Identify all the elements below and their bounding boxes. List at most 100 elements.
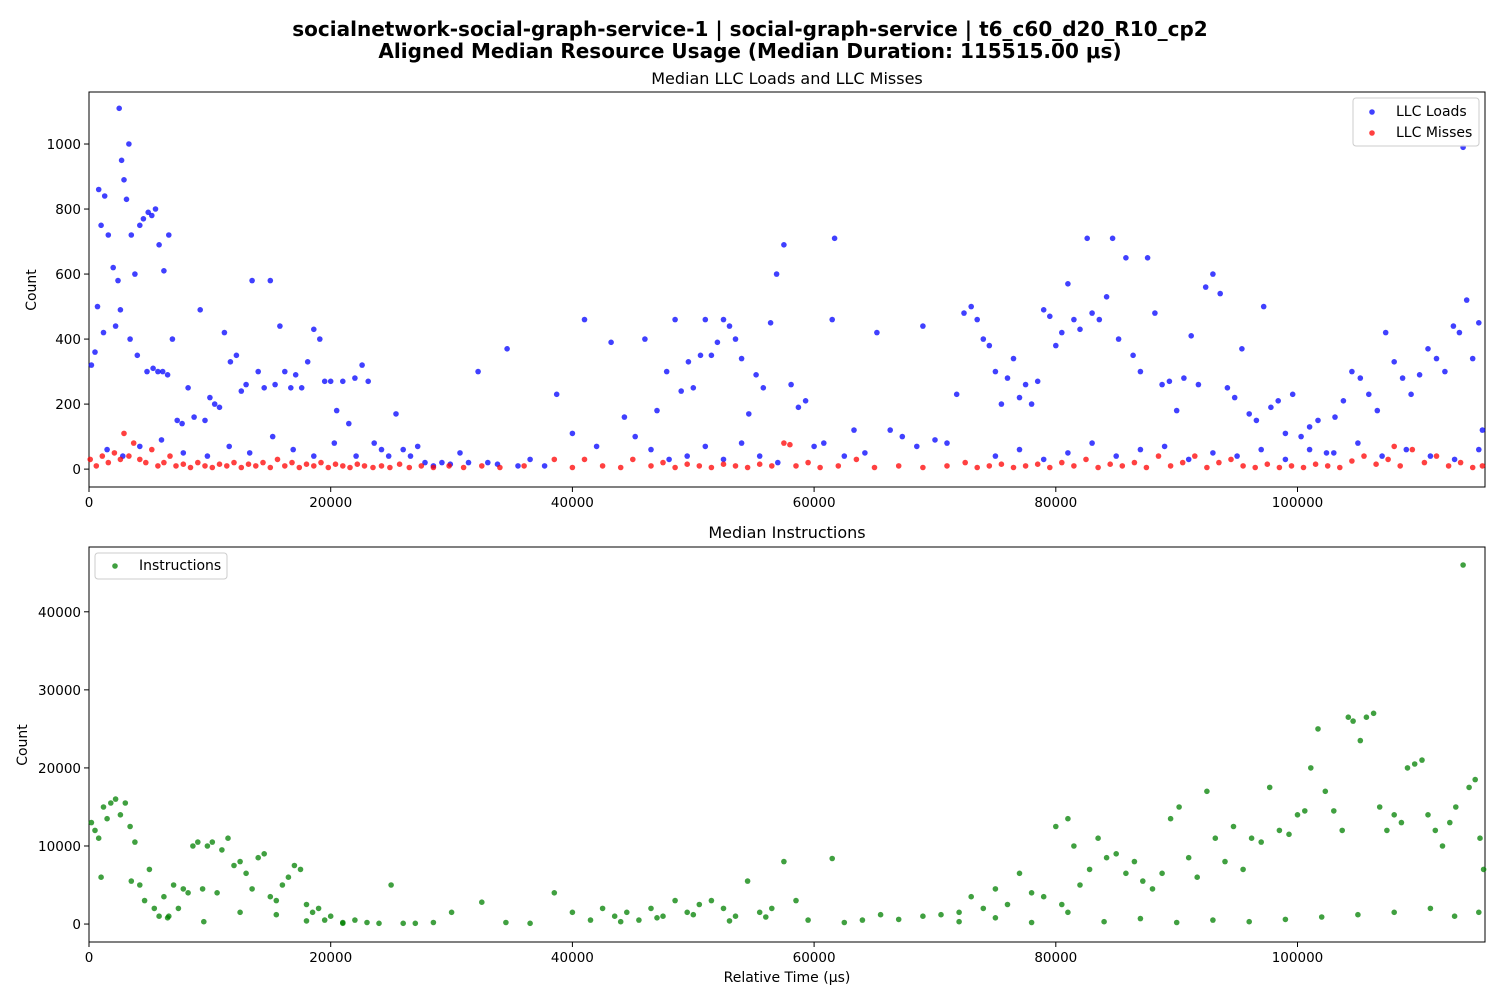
instructions-point	[1246, 918, 1252, 925]
llc-misses-point	[430, 464, 437, 471]
instructions-point	[291, 862, 298, 869]
instructions-point	[1391, 812, 1397, 818]
llc-misses-point	[121, 430, 127, 437]
llc-chart-legend: LLC Loads LLC Misses	[1352, 97, 1480, 147]
llc-misses-point	[155, 463, 161, 469]
instructions-point	[214, 890, 220, 896]
instructions-point	[479, 899, 485, 905]
llc-loads-point	[1144, 254, 1151, 261]
instructions-point	[732, 913, 739, 919]
llc-loads-point	[1323, 450, 1330, 456]
llc-loads-point	[953, 391, 960, 398]
instructions-chart: Median Instructions 0 20000 40000 60000 8000…	[15, 523, 1487, 986]
llc-loads-point	[311, 326, 317, 333]
llc-loads-point	[359, 362, 365, 368]
llc-loads-point	[179, 420, 185, 427]
llc-misses-point	[332, 461, 339, 468]
instructions-point	[859, 917, 866, 923]
llc-misses-point	[1216, 459, 1222, 466]
llc-loads-point	[92, 349, 98, 355]
llc-loads-point	[378, 446, 385, 453]
x-tick-label: 40000	[551, 495, 594, 511]
instructions-point	[1286, 831, 1292, 838]
instructions-point	[1318, 914, 1325, 920]
x-tick-label: 20000	[309, 495, 352, 511]
llc-loads-point	[1382, 329, 1389, 336]
llc-misses-point	[871, 464, 878, 471]
llc-misses-point	[1469, 464, 1476, 471]
llc-misses-point	[1083, 456, 1089, 463]
llc-misses-point	[267, 464, 274, 471]
llc-loads-point	[968, 303, 974, 310]
llc-misses-point	[370, 464, 376, 471]
llc-loads-point	[760, 385, 767, 391]
instructions-point	[376, 920, 382, 927]
llc-misses-point	[361, 463, 368, 469]
llc-misses-point	[105, 459, 112, 466]
llc-loads-point	[1188, 333, 1194, 339]
instructions-point	[1266, 784, 1273, 791]
llc-loads-point	[88, 362, 95, 368]
llc-loads-point	[385, 453, 392, 459]
instructions-point	[1398, 819, 1405, 826]
llc-loads-point	[352, 375, 358, 381]
llc-loads-point	[1202, 284, 1209, 290]
llc-loads-point	[1028, 401, 1035, 407]
llc-misses-point	[1131, 459, 1138, 466]
llc-loads-point	[1282, 456, 1289, 463]
instructions-point	[388, 882, 394, 888]
llc-loads-point	[255, 368, 261, 375]
instructions-point	[968, 893, 974, 900]
llc-loads-point	[685, 359, 692, 365]
llc-misses-point	[126, 453, 132, 459]
llc-loads-point	[986, 342, 993, 349]
llc-loads-point	[1399, 375, 1406, 381]
llc-loads-point	[1065, 450, 1071, 456]
llc-loads-point	[1456, 329, 1463, 336]
llc-misses-point	[853, 456, 860, 463]
llc-loads-point	[1084, 235, 1090, 242]
llc-loads-point	[608, 339, 614, 346]
instructions-point	[132, 839, 138, 845]
instructions-point	[551, 890, 558, 896]
llc-misses-point	[781, 440, 787, 446]
llc-loads-point	[961, 310, 967, 316]
instructions-point	[1040, 893, 1047, 900]
llc-loads-point	[137, 443, 143, 450]
llc-loads-point	[407, 453, 414, 459]
instructions-point	[117, 812, 124, 818]
instructions-point	[1282, 916, 1289, 923]
instructions-point	[503, 919, 509, 926]
llc-misses-point	[347, 464, 353, 471]
llc-loads-point	[1315, 417, 1321, 424]
llc-chart-ticks: 0 20000 40000 60000 80000 100000 0 200 400 600 800…	[47, 137, 1324, 511]
llc-loads-point	[831, 235, 838, 242]
llc-loads-point	[101, 193, 108, 199]
llc-misses-point	[1361, 453, 1367, 459]
legend-box	[94, 552, 228, 580]
instructions-point	[1453, 804, 1459, 810]
llc-misses-point	[920, 464, 926, 471]
llc-loads-point	[756, 453, 763, 459]
instructions-point	[938, 911, 944, 918]
x-tick-label: 100000	[1272, 495, 1324, 511]
instructions-point	[261, 851, 268, 857]
instructions-point	[587, 917, 594, 923]
instructions-point	[321, 917, 328, 923]
llc-misses-point	[460, 464, 467, 471]
instructions-point	[285, 874, 292, 880]
instructions-point	[98, 874, 104, 880]
llc-misses-point	[1047, 464, 1053, 471]
llc-misses-point	[805, 459, 811, 466]
llc-misses-point	[1312, 461, 1319, 468]
instructions-point	[769, 905, 775, 912]
instructions-point	[141, 897, 148, 904]
instructions-point	[219, 847, 225, 853]
llc-misses-point	[238, 464, 245, 471]
instructions-point	[781, 858, 787, 865]
llc-loads-point	[851, 427, 857, 433]
llc-loads-point	[697, 352, 704, 359]
llc-loads-point	[1239, 346, 1245, 352]
llc-loads-point	[340, 378, 346, 385]
